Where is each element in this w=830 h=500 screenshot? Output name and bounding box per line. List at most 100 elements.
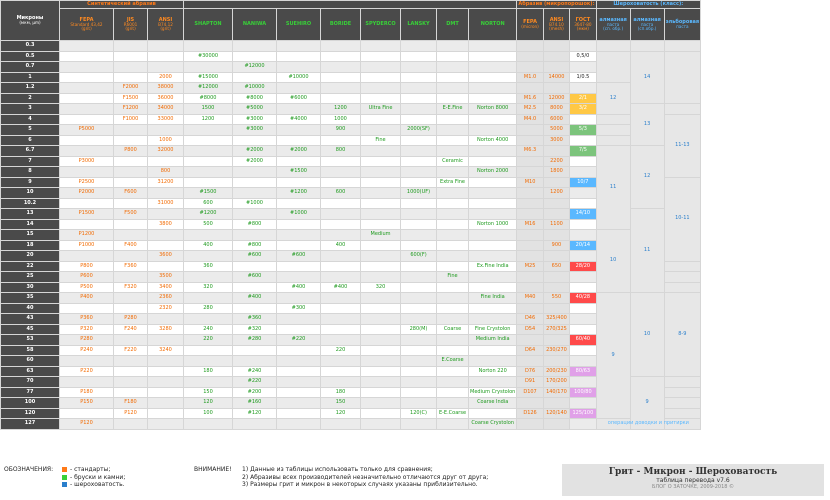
table-cell bbox=[436, 239, 469, 251]
table-cell bbox=[113, 155, 148, 167]
table-cell: 1000 bbox=[147, 134, 184, 146]
table-cell bbox=[113, 71, 148, 83]
table-cell: 280(M) bbox=[400, 323, 437, 335]
roughness-cell: 10 bbox=[629, 292, 665, 377]
table-cell bbox=[467, 145, 518, 157]
abrasive-cell: D46 bbox=[516, 313, 544, 325]
roughness-cell: 12 bbox=[629, 145, 665, 209]
table-cell bbox=[113, 376, 148, 388]
table-cell: #220 bbox=[276, 334, 321, 346]
table-cell bbox=[276, 155, 321, 167]
table-cell bbox=[276, 40, 321, 52]
micron-cell: 1.2 bbox=[0, 82, 60, 94]
table-cell bbox=[400, 365, 437, 377]
abrasive-cell: 170/200 bbox=[542, 376, 571, 388]
table-cell bbox=[360, 292, 401, 304]
roughness-cell: 11 bbox=[629, 208, 665, 293]
gost-cell: 28/20 bbox=[569, 260, 597, 272]
table-row: 6 1000 Fine Norton 4000 3000 bbox=[0, 134, 701, 146]
table-cell: #220 bbox=[232, 376, 277, 388]
abrasive-cell bbox=[542, 302, 571, 314]
table-cell bbox=[59, 82, 114, 94]
table-cell: 150 bbox=[320, 397, 361, 409]
table-cell bbox=[113, 302, 148, 314]
table-cell: Norton 8000 bbox=[467, 103, 518, 115]
micron-cell: 35 bbox=[0, 292, 60, 304]
table-row: 10 P2000 F600 #1500 #1200 600 1000(UF) 1200 bbox=[0, 187, 701, 199]
roughness-cell: 8-9 bbox=[663, 292, 702, 377]
micron-cell: 40 bbox=[0, 302, 60, 314]
table-cell bbox=[232, 418, 277, 430]
table-cell bbox=[320, 302, 361, 314]
table-cell bbox=[467, 197, 518, 209]
table-cell bbox=[276, 197, 321, 209]
table-cell: E.Coarse bbox=[436, 355, 469, 367]
table-cell bbox=[183, 292, 233, 304]
note-item: 2) Абразивы всех производителей незначит… bbox=[242, 473, 489, 481]
table-cell: Medium India bbox=[467, 334, 518, 346]
table-cell bbox=[320, 292, 361, 304]
table-cell bbox=[147, 239, 184, 251]
table-cell bbox=[183, 124, 233, 136]
table-cell: #1200 bbox=[183, 208, 233, 220]
header-roughness: Шероховатость (класс): bbox=[595, 0, 702, 9]
table-cell bbox=[400, 386, 437, 398]
table-cell: Ultra Fine bbox=[360, 103, 401, 115]
abrasive-cell bbox=[542, 176, 571, 188]
table-cell bbox=[400, 82, 437, 94]
roughness-cell bbox=[595, 50, 631, 83]
table-cell bbox=[400, 92, 437, 104]
table-cell bbox=[320, 208, 361, 220]
gost-cell: 125/100 bbox=[569, 407, 597, 419]
table-cell: 1000 bbox=[320, 113, 361, 125]
table-cell: 800 bbox=[320, 145, 361, 157]
roughness-cell bbox=[629, 40, 665, 52]
table-cell bbox=[147, 407, 184, 419]
table-cell: F360 bbox=[113, 260, 148, 272]
abrasive-cell bbox=[516, 82, 544, 94]
micron-cell: 2 bbox=[0, 92, 60, 104]
table-cell bbox=[320, 134, 361, 146]
table-cell bbox=[400, 334, 437, 346]
micron-cell: 0.3 bbox=[0, 40, 60, 52]
abrasive-cell: 8000 bbox=[542, 103, 571, 115]
table-cell bbox=[276, 229, 321, 241]
table-cell bbox=[147, 208, 184, 220]
table-cell bbox=[320, 176, 361, 188]
gost-cell bbox=[569, 82, 597, 94]
table-cell bbox=[436, 92, 469, 104]
table-cell bbox=[320, 418, 361, 430]
table-cell: #800 bbox=[232, 239, 277, 251]
table-cell bbox=[147, 229, 184, 241]
table-row: 1 2000 #15000 #10000 M1.0 14000 1/0.5 bbox=[0, 71, 701, 83]
abrasive-cell bbox=[516, 208, 544, 220]
abrasive-cell: M6.3 bbox=[516, 145, 544, 157]
table-cell bbox=[113, 40, 148, 52]
column-header: ANSI B74.10 (mesh) bbox=[542, 8, 571, 41]
table-cell: P240 bbox=[59, 344, 114, 356]
copyright: БЛОГ О ЗАТОЧКЕ, 2009-2018 © bbox=[651, 484, 735, 490]
table-cell bbox=[113, 229, 148, 241]
table-cell: P500 bbox=[59, 281, 114, 293]
gost-cell bbox=[569, 40, 597, 52]
micron-cell: 127 bbox=[0, 418, 60, 430]
gost-cell: 20/14 bbox=[569, 239, 597, 251]
table-cell bbox=[436, 376, 469, 388]
table-cell bbox=[113, 124, 148, 136]
table-cell bbox=[400, 197, 437, 209]
table-cell bbox=[436, 260, 469, 272]
table-cell bbox=[360, 239, 401, 251]
table-cell bbox=[232, 229, 277, 241]
table-cell: E-E.Fine bbox=[436, 103, 469, 115]
table-cell bbox=[400, 61, 437, 73]
abrasive-cell: 120/140 bbox=[542, 407, 571, 419]
table-row: 43 P360 P280 #360 D46 325/400 bbox=[0, 313, 701, 325]
abrasive-cell bbox=[516, 187, 544, 199]
abrasive-cell bbox=[516, 281, 544, 293]
table-cell: 600(F) bbox=[400, 250, 437, 262]
abrasive-cell bbox=[516, 40, 544, 52]
abrasive-cell: 14000 bbox=[542, 71, 571, 83]
abrasive-cell: M1.6 bbox=[516, 92, 544, 104]
table-cell bbox=[276, 313, 321, 325]
micron-cell: 9 bbox=[0, 176, 60, 188]
